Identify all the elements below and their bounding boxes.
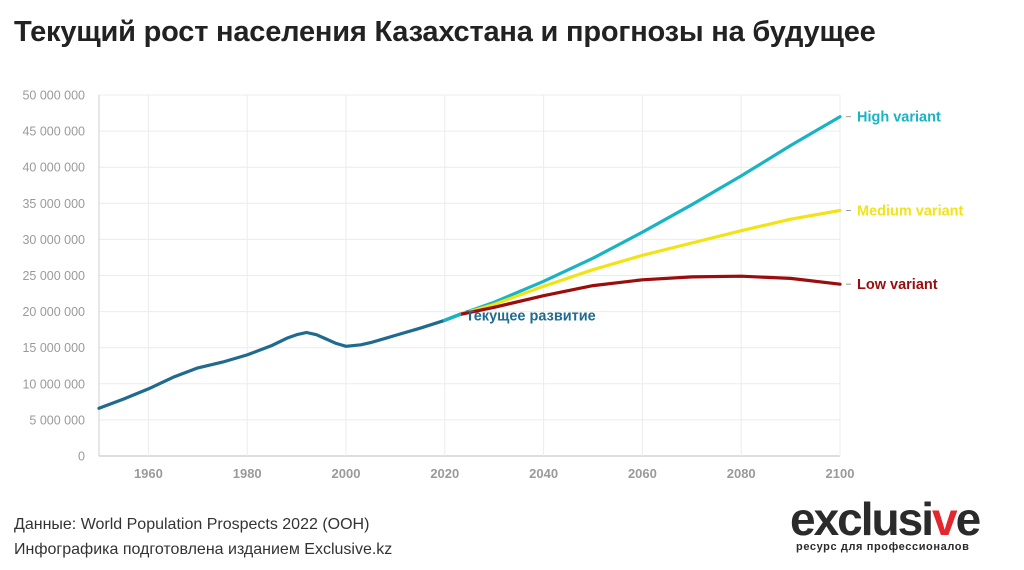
- series-lines: [97, 115, 842, 410]
- population-line-chart: 0 5 000 000 10 000 000 15 000 000 20 000 000…: [22, 89, 964, 482]
- series-label-current: Текущее развитие: [466, 308, 596, 324]
- x-axis-ticks: 1960 1980 2000 2020 2040 2060 2080 2100: [134, 466, 855, 481]
- y-tick-label: 0: [78, 450, 85, 464]
- x-tick-label: 2020: [430, 466, 459, 481]
- y-tick-label: 40 000 000: [22, 161, 85, 175]
- y-tick-label: 50 000 000: [22, 89, 85, 103]
- source-line-publisher: Инфографика подготовлена изданием Exclus…: [14, 541, 393, 558]
- y-tick-label: 30 000 000: [22, 233, 85, 247]
- exclusive-logo: exclusive ресурс для профессионалов: [790, 494, 1012, 558]
- chart-title: Текущий рост населения Казахстана и прог…: [14, 16, 876, 48]
- logo-wordmark: exclusive: [790, 493, 982, 545]
- x-tick-label: 2060: [628, 466, 657, 481]
- logo-word-end: e: [955, 493, 982, 545]
- x-tick-label: 1960: [134, 466, 163, 481]
- series-label-low-variant: Low variant: [857, 277, 938, 293]
- x-tick-label: 1980: [233, 466, 262, 481]
- logo-word-part: exclusi: [790, 493, 934, 545]
- y-tick-label: 20 000 000: [22, 305, 85, 319]
- series-line-medium-variant: [458, 208, 842, 317]
- y-tick-label: 10 000 000: [22, 377, 85, 391]
- y-axis-ticks: 0 5 000 000 10 000 000 15 000 000 20 000 000…: [22, 89, 85, 464]
- series-line-high-variant: [458, 115, 842, 317]
- x-tick-label: 2080: [727, 466, 756, 481]
- y-tick-label: 45 000 000: [22, 125, 85, 139]
- source-line-data: Данные: World Population Prospects 2022 …: [14, 516, 370, 533]
- x-tick-label: 2100: [826, 466, 855, 481]
- grid-lines: [98, 94, 841, 457]
- y-tick-label: 15 000 000: [22, 341, 85, 355]
- y-tick-label: 35 000 000: [22, 197, 85, 211]
- series-line-current: [97, 312, 462, 410]
- series-labels: Текущее развитие High variant Medium varia…: [466, 110, 964, 325]
- logo-tagline: ресурс для профессионалов: [796, 541, 970, 553]
- series-label-high-variant: High variant: [857, 110, 941, 126]
- series-line-low-variant: [458, 274, 842, 317]
- x-tick-label: 2000: [332, 466, 361, 481]
- logo-word-accent: v: [932, 493, 958, 545]
- y-tick-label: 25 000 000: [22, 269, 85, 283]
- x-tick-label: 2040: [529, 466, 558, 481]
- y-tick-label: 5 000 000: [29, 413, 85, 427]
- source-note: Данные: World Population Prospects 2022 …: [14, 512, 392, 562]
- series-label-medium-variant: Medium variant: [857, 204, 964, 220]
- series-line-current-tip: [443, 312, 462, 322]
